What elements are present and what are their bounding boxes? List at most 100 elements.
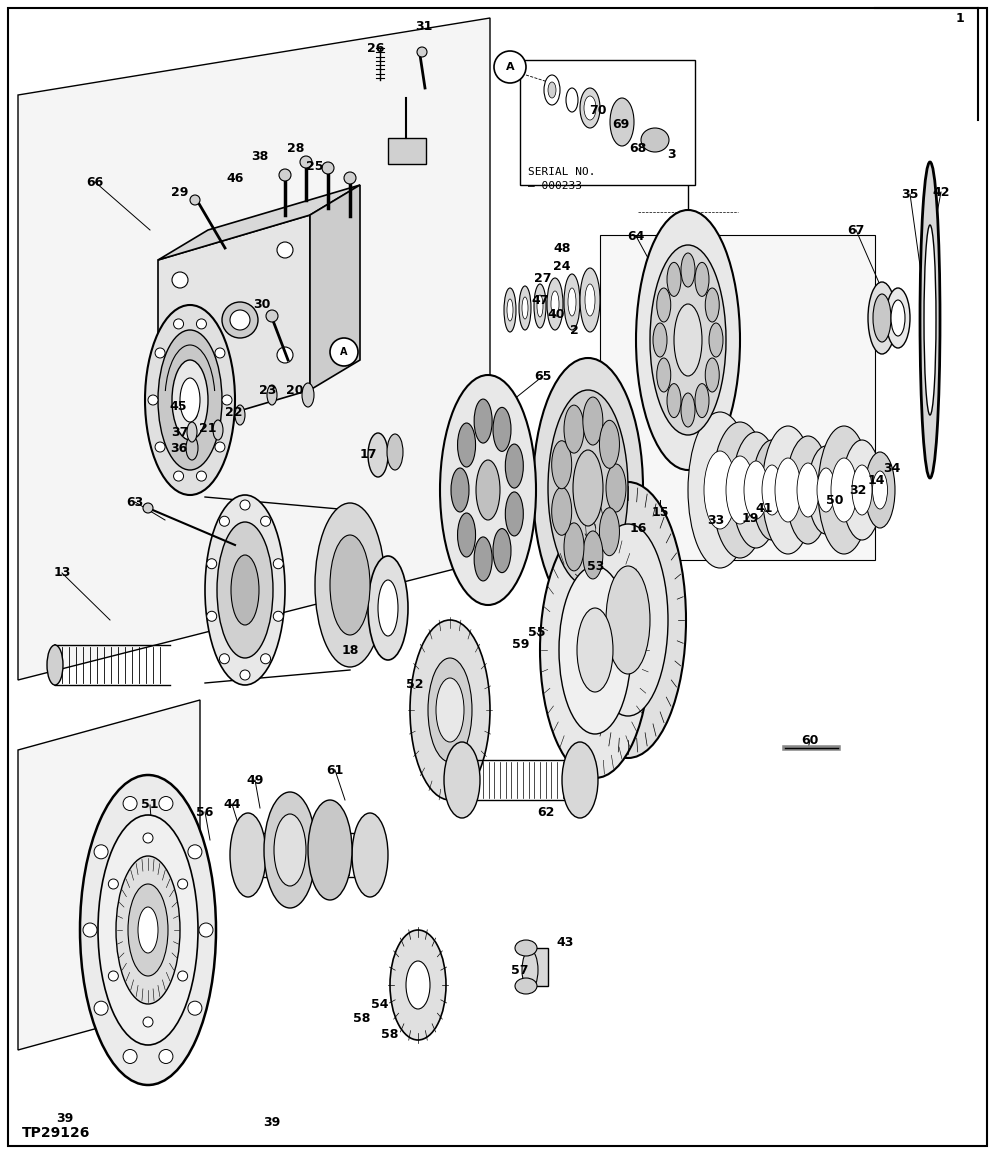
Circle shape xyxy=(143,503,153,513)
Polygon shape xyxy=(158,185,360,260)
Ellipse shape xyxy=(493,528,511,572)
Ellipse shape xyxy=(580,88,600,128)
Circle shape xyxy=(156,348,166,358)
Ellipse shape xyxy=(695,384,709,417)
Text: A: A xyxy=(340,347,348,357)
Circle shape xyxy=(187,845,202,859)
Text: SERIAL NO.: SERIAL NO. xyxy=(528,166,595,177)
Ellipse shape xyxy=(566,88,578,112)
Ellipse shape xyxy=(544,75,560,105)
Circle shape xyxy=(94,1001,108,1015)
Ellipse shape xyxy=(515,940,537,956)
Ellipse shape xyxy=(475,536,493,581)
Ellipse shape xyxy=(264,792,316,907)
Ellipse shape xyxy=(274,814,306,885)
Ellipse shape xyxy=(98,815,198,1045)
Ellipse shape xyxy=(213,420,223,440)
Ellipse shape xyxy=(573,450,603,526)
Ellipse shape xyxy=(368,556,408,660)
Circle shape xyxy=(196,319,206,329)
Ellipse shape xyxy=(599,421,619,468)
Text: 63: 63 xyxy=(127,496,144,509)
Text: 66: 66 xyxy=(87,176,104,188)
Text: 13: 13 xyxy=(53,566,71,579)
Ellipse shape xyxy=(873,294,891,342)
Ellipse shape xyxy=(522,297,528,319)
Ellipse shape xyxy=(436,679,464,742)
Text: 44: 44 xyxy=(223,798,240,810)
Ellipse shape xyxy=(308,800,352,901)
Ellipse shape xyxy=(522,950,538,990)
Ellipse shape xyxy=(891,301,905,336)
Ellipse shape xyxy=(47,645,63,686)
Ellipse shape xyxy=(681,393,695,427)
Text: 62: 62 xyxy=(537,806,554,818)
Ellipse shape xyxy=(205,495,285,686)
Ellipse shape xyxy=(378,580,398,636)
Text: 31: 31 xyxy=(416,21,433,34)
Ellipse shape xyxy=(705,288,719,323)
Ellipse shape xyxy=(440,375,536,605)
Circle shape xyxy=(187,1001,202,1015)
Ellipse shape xyxy=(547,277,563,329)
Text: 42: 42 xyxy=(932,185,950,199)
Ellipse shape xyxy=(564,405,584,453)
Ellipse shape xyxy=(451,468,469,512)
Ellipse shape xyxy=(762,427,814,554)
Circle shape xyxy=(156,442,166,452)
Ellipse shape xyxy=(577,608,613,692)
Ellipse shape xyxy=(145,305,235,495)
Text: 70: 70 xyxy=(589,104,607,117)
Ellipse shape xyxy=(667,262,681,296)
Ellipse shape xyxy=(507,299,513,321)
Ellipse shape xyxy=(568,288,576,316)
Polygon shape xyxy=(310,185,360,390)
Ellipse shape xyxy=(924,225,936,415)
Ellipse shape xyxy=(920,162,940,477)
Circle shape xyxy=(109,971,119,981)
Ellipse shape xyxy=(515,978,537,994)
Circle shape xyxy=(148,395,158,405)
Ellipse shape xyxy=(519,286,531,329)
Ellipse shape xyxy=(667,384,681,417)
Text: 29: 29 xyxy=(171,185,188,199)
Ellipse shape xyxy=(551,291,559,317)
Polygon shape xyxy=(158,215,310,435)
Ellipse shape xyxy=(505,492,523,536)
Ellipse shape xyxy=(267,385,277,405)
Circle shape xyxy=(143,833,153,843)
Ellipse shape xyxy=(548,82,556,98)
Ellipse shape xyxy=(387,434,403,470)
Ellipse shape xyxy=(636,210,740,470)
Text: 3: 3 xyxy=(668,148,676,162)
Circle shape xyxy=(230,310,250,329)
Circle shape xyxy=(173,319,183,329)
Circle shape xyxy=(219,517,229,526)
Ellipse shape xyxy=(537,295,543,317)
Circle shape xyxy=(159,796,172,810)
Ellipse shape xyxy=(599,507,619,556)
Ellipse shape xyxy=(564,523,584,571)
Ellipse shape xyxy=(583,531,603,579)
Circle shape xyxy=(83,922,97,938)
Polygon shape xyxy=(18,701,200,1050)
Ellipse shape xyxy=(128,884,168,976)
Circle shape xyxy=(222,395,232,405)
Polygon shape xyxy=(18,18,490,680)
Text: 26: 26 xyxy=(367,42,385,54)
Text: 38: 38 xyxy=(251,150,268,163)
Text: 17: 17 xyxy=(359,449,377,461)
Ellipse shape xyxy=(548,390,628,586)
Ellipse shape xyxy=(775,458,801,523)
Ellipse shape xyxy=(752,440,792,540)
Circle shape xyxy=(273,612,283,621)
Text: 34: 34 xyxy=(883,461,900,474)
Ellipse shape xyxy=(852,465,872,516)
Ellipse shape xyxy=(674,304,702,376)
Text: 28: 28 xyxy=(287,142,305,156)
Ellipse shape xyxy=(705,358,719,392)
Ellipse shape xyxy=(709,323,723,357)
Text: 67: 67 xyxy=(847,223,864,237)
Circle shape xyxy=(143,1017,153,1027)
Ellipse shape xyxy=(744,461,768,519)
